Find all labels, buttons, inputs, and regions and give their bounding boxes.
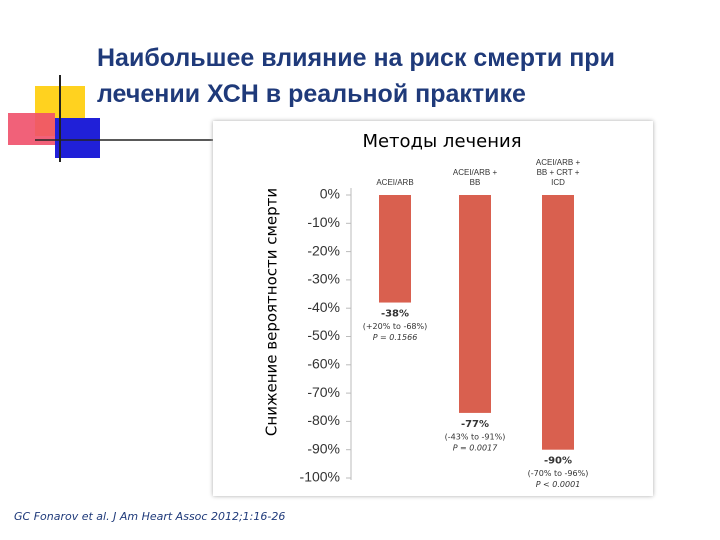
bar [459,195,491,413]
interval-label: (-70% to -96%) [528,469,589,478]
y-tick-label: -20% [307,242,340,258]
bar [542,195,574,450]
x-tick-label: ACEI/ARB + BB + CRT + ICD [535,158,581,187]
slide-title: Наибольшее влияние на риск смерти при ле… [97,44,615,108]
p-value-label: P = 0.1566 [373,333,418,342]
y-tick-label: -100% [300,469,340,485]
y-tick-label: -10% [307,214,340,230]
value-label: -77% [461,419,489,430]
bar [379,195,411,303]
interval-label: (+20% to -68%) [363,322,428,331]
p-value-label: P < 0.0001 [536,480,581,489]
y-tick-label: -70% [307,384,340,400]
value-label: -38% [381,309,409,320]
x-tick-label: ACEI/ARB + BB [452,168,498,187]
y-tick-label: -80% [307,412,340,428]
chart-panel [213,121,653,496]
citation: GC Fonarov et al. J Am Heart Assoc 2012;… [14,510,286,523]
interval-label: (-43% to -91%) [445,432,506,441]
y-axis-label: Снижение вероятности смерти [263,188,281,436]
p-value-label: P = 0.0017 [453,443,499,452]
y-tick-label: -30% [307,271,340,287]
y-tick-label: -60% [307,356,340,372]
y-tick-label: 0% [320,186,340,202]
x-tick-label: ACEI/ARB [376,178,414,187]
y-tick-label: -50% [307,327,340,343]
chart-title: Методы лечения [362,131,521,152]
y-tick-label: -90% [307,440,340,456]
y-tick-label: -40% [307,299,340,315]
value-label: -90% [544,456,572,467]
